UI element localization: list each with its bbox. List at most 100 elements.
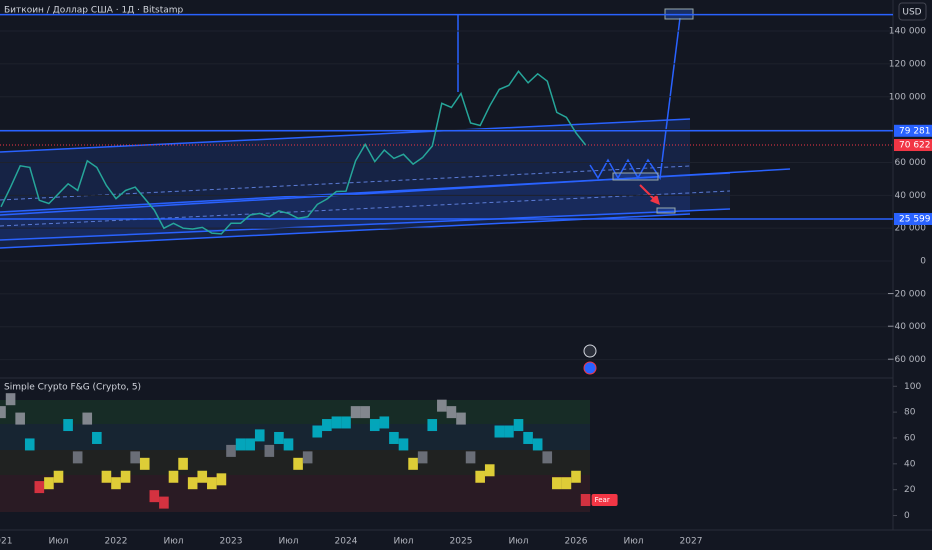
fg-block <box>15 412 25 425</box>
fg-block <box>360 406 370 419</box>
x-tick-label: 2023 <box>220 537 243 547</box>
fg-block <box>494 425 505 438</box>
y-tick-label: 0 <box>904 511 910 521</box>
fg-block <box>341 416 351 429</box>
fg-tag-label: Fear <box>595 496 610 504</box>
fg-block <box>274 431 284 444</box>
zone <box>0 475 590 512</box>
fg-block <box>159 496 169 509</box>
fg-block <box>312 425 323 438</box>
indicator-title: Simple Crypto F&G (Crypto, 5) <box>4 383 141 393</box>
fg-block <box>34 481 45 494</box>
x-tick-label: 2021 <box>0 537 12 547</box>
price-tag <box>894 124 932 137</box>
y-tick-label: 20 000 <box>895 224 927 234</box>
x-tick-label: 2025 <box>450 537 473 547</box>
y-tick-label: 40 000 <box>895 191 927 201</box>
price-line <box>0 70 587 235</box>
currency-box[interactable] <box>898 2 927 21</box>
price-tag <box>894 139 932 152</box>
fg-block <box>322 419 332 432</box>
fg-block <box>417 451 428 464</box>
y-tick-label: 120 000 <box>889 59 926 69</box>
fg-block <box>475 470 485 483</box>
fg-block <box>178 457 188 470</box>
fg-block <box>82 412 93 425</box>
x-tick-label: Июл <box>48 537 68 547</box>
fg-block <box>216 473 227 486</box>
fg-block <box>379 416 390 429</box>
y-tick-label: −40 000 <box>887 322 926 332</box>
price-tag-label: 70 622 <box>899 141 931 151</box>
channel-line <box>0 118 691 153</box>
price-tag-label: 79 281 <box>899 126 931 136</box>
fg-block <box>111 477 121 490</box>
y-tick-label: 20 <box>904 485 916 495</box>
projection <box>589 17 681 181</box>
x-tick-label: Июл <box>623 537 643 547</box>
x-tick-label: Июл <box>393 537 413 547</box>
fg-block <box>552 477 562 490</box>
fg-block <box>197 470 208 483</box>
fg-block <box>245 438 255 451</box>
fg-block <box>465 451 476 464</box>
fg-block <box>523 431 533 444</box>
target-box <box>612 172 659 181</box>
y-tick-label: 60 000 <box>895 158 927 168</box>
fg-block <box>254 429 265 442</box>
icon[interactable] <box>583 361 597 375</box>
y-tick-label: −20 000 <box>887 289 926 299</box>
y-tick-label: 80 <box>904 408 916 418</box>
x-tick-label: 2022 <box>105 537 128 547</box>
fg-block <box>398 438 409 451</box>
fg-block <box>437 399 447 412</box>
currency[interactable]: USD <box>902 8 921 18</box>
fg-block <box>139 457 150 470</box>
y-tick-label: 100 000 <box>889 92 926 102</box>
fg-block <box>293 457 303 470</box>
y-tick-label: 140 000 <box>889 27 926 37</box>
fg-block <box>504 425 514 438</box>
arrow <box>639 184 655 200</box>
x-tick-label: 2027 <box>680 537 703 547</box>
fg-block <box>207 477 217 490</box>
fg-block <box>187 477 198 490</box>
fg-block <box>542 451 553 464</box>
fg-block <box>53 470 64 483</box>
icon[interactable] <box>583 344 597 358</box>
fg-block <box>456 412 466 425</box>
arrow-head <box>650 194 660 205</box>
fg-block <box>226 444 236 457</box>
y-tick-label: −60 000 <box>887 355 926 365</box>
fg-block <box>571 470 581 483</box>
channel-mid <box>0 165 691 201</box>
fg-block <box>44 477 54 490</box>
fg-block <box>120 470 131 483</box>
fg-block <box>235 438 246 451</box>
fg-block <box>101 470 112 483</box>
y-tick-label: 100 <box>904 382 921 392</box>
x-tick-label: Июл <box>163 537 183 547</box>
fg-block <box>580 494 591 507</box>
fg-block <box>283 438 294 451</box>
zone <box>0 400 590 424</box>
fg-tag <box>591 494 618 507</box>
x-tick-label: 2026 <box>565 537 588 547</box>
fg-block <box>331 416 342 429</box>
channel-line <box>0 208 731 241</box>
y-tick-label: 60 <box>904 433 916 443</box>
fg-block <box>389 431 399 444</box>
channel-fill <box>0 173 730 240</box>
x-tick-label: Июл <box>508 537 528 547</box>
x-tick-label: 2024 <box>335 537 358 547</box>
fg-block <box>446 406 457 419</box>
x-tick-label: Июл <box>278 537 298 547</box>
fg-block <box>0 406 6 419</box>
fg-block <box>561 477 572 490</box>
fg-block <box>350 406 361 419</box>
y-tick-label: 40 <box>904 459 916 469</box>
price-tag-label: 25 599 <box>899 214 931 224</box>
fg-block <box>369 419 380 432</box>
fg-block <box>92 431 102 444</box>
